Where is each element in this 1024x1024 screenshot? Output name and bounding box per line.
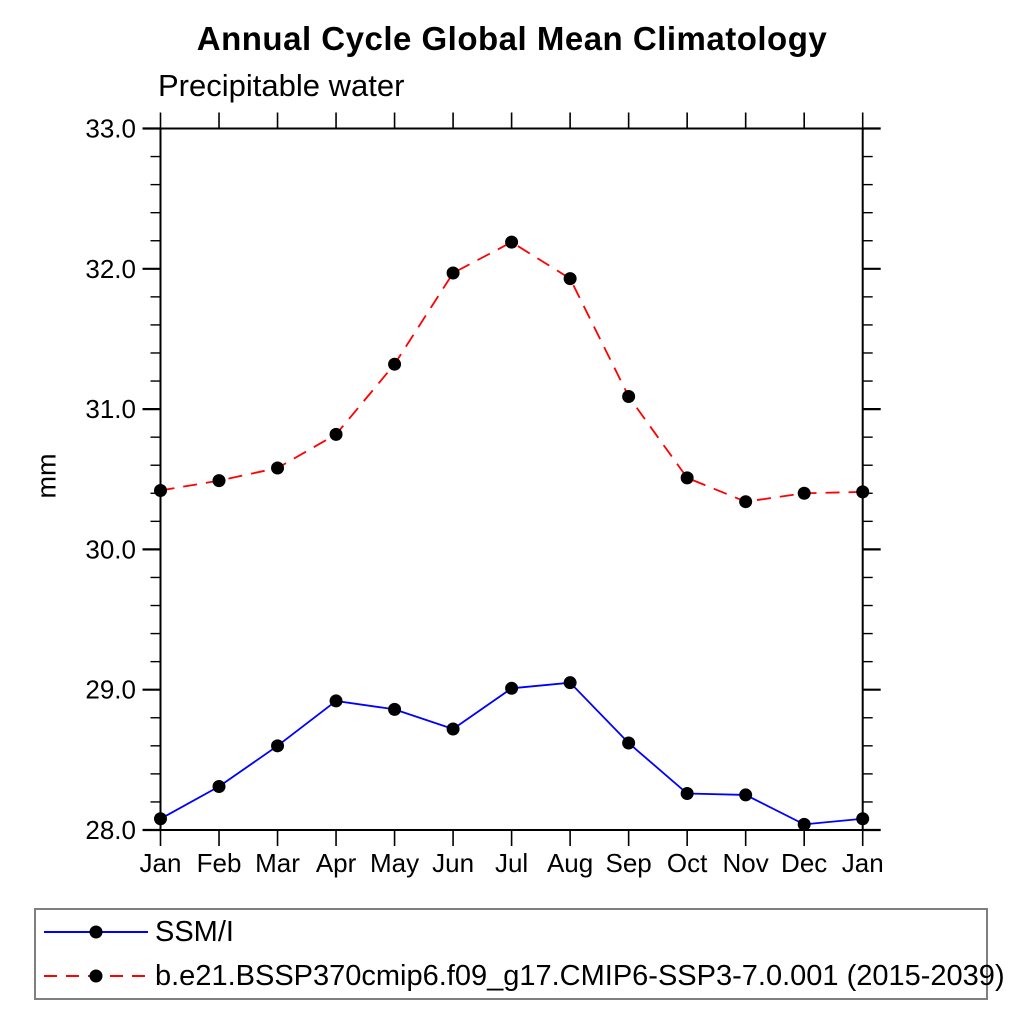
svg-text:Aug: Aug (547, 848, 593, 878)
svg-text:32.0: 32.0 (85, 254, 136, 284)
svg-text:Apr: Apr (316, 848, 357, 878)
svg-text:Jan: Jan (140, 848, 182, 878)
svg-text:31.0: 31.0 (85, 394, 136, 424)
legend-solid-line-marker-icon (44, 925, 148, 939)
svg-text:29.0: 29.0 (85, 675, 136, 705)
svg-text:Nov: Nov (723, 848, 769, 878)
svg-text:Oct: Oct (667, 848, 708, 878)
legend-item-ssmi: SSM/I (36, 916, 986, 949)
legend-label-ssmi: SSM/I (155, 915, 234, 948)
legend-item-model: b.e21.BSSP370cmip6.f09_g17.CMIP6-SSP3-7.… (36, 960, 1005, 993)
chart-title: Annual Cycle Global Mean Climatology (196, 20, 828, 57)
chart-subtitle: Precipitable water (158, 68, 405, 103)
svg-text:30.0: 30.0 (85, 534, 136, 564)
legend-label-model: b.e21.BSSP370cmip6.f09_g17.CMIP6-SSP3-7.… (155, 959, 1005, 992)
svg-text:Jul: Jul (495, 848, 528, 878)
svg-text:Jun: Jun (432, 848, 474, 878)
svg-text:Mar: Mar (255, 848, 300, 878)
svg-text:Jan: Jan (842, 848, 884, 878)
svg-text:Dec: Dec (781, 848, 827, 878)
svg-text:Sep: Sep (606, 848, 652, 878)
legend-dashed-line-marker-icon (44, 969, 148, 983)
svg-text:28.0: 28.0 (85, 815, 136, 845)
svg-text:May: May (370, 848, 419, 878)
svg-text:33.0: 33.0 (85, 114, 136, 144)
svg-text:Feb: Feb (197, 848, 242, 878)
legend-box: SSM/I b.e21.BSSP370cmip6.f09_g17.CMIP6-S… (34, 908, 1005, 1000)
